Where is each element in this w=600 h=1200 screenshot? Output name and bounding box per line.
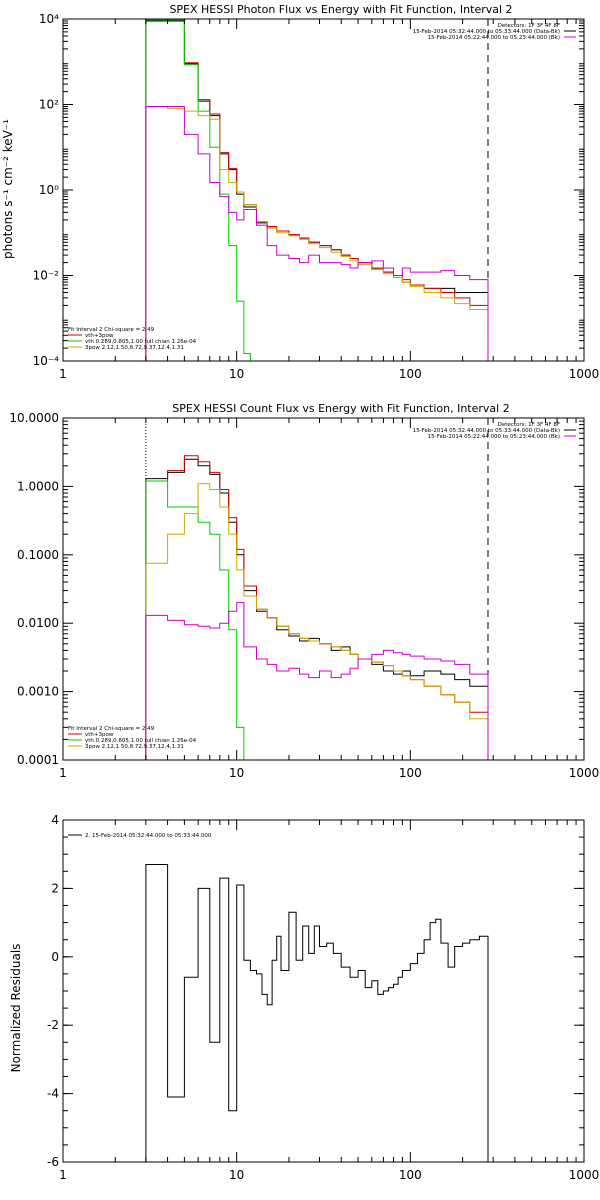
y-tick-label: -6 (47, 1155, 59, 1169)
x-tick-label: 10 (229, 766, 244, 780)
x-tick-label: 100 (399, 367, 422, 381)
series-yellow-0 (145, 106, 489, 361)
y-tick-label: 10⁻⁴ (33, 354, 60, 368)
y-tick-label: 0.0010 (17, 685, 59, 699)
x-tick-label: 1 (59, 1168, 67, 1182)
y-tick-label: 10⁴ (39, 12, 59, 26)
x-tick-label: 1000 (569, 766, 600, 780)
legend-left-entry: 3pow 2.12,1.50,8.72,9.37,12.4,1.31 (85, 345, 184, 351)
y-tick-label: -4 (47, 1087, 59, 1101)
legend-left-entry: 2. 15-Feb-2014 05:32:44.000 to 05:33:44.… (85, 833, 212, 839)
y-tick-label: -2 (47, 1018, 59, 1032)
residuals-panel: Normalized Residuals 1 10 100 1000 -6 -4 -2 0 2 4… (9, 813, 599, 1182)
plot-frame-0 (62, 18, 585, 362)
series-black-1 (145, 458, 489, 760)
legend-right-entry: Detectors: 1F 3F 4F 8F (498, 23, 560, 29)
x-tick-label: 1 (59, 367, 67, 381)
y-tick-label: 0.0001 (17, 753, 59, 767)
series-yellow-1 (145, 483, 489, 760)
series-black-0 (145, 20, 489, 361)
legend-left-entry: vth+3pow (85, 333, 114, 339)
legend-left-entry: 3pow 2.12,1.50,8.72,9.37,12.4,1.31 (85, 744, 184, 750)
series-red-0 (145, 19, 489, 361)
y-tick-label: 10.0000 (9, 411, 59, 425)
x-tick-label: 1000 (569, 1168, 600, 1182)
legend-right-entry: 15-Feb-2014 05:32:44.000 to 05:33:44.000… (413, 428, 560, 434)
y-tick-label: 2 (51, 881, 59, 895)
plot-frame-2 (62, 819, 585, 1163)
x-tick-label: 1000 (569, 367, 600, 381)
legend-right-entry: 15-Feb-2014 05:22:44.000 to 05:23:44.000… (428, 35, 560, 41)
residuals-y-axis-label: Normalized Residuals (9, 944, 23, 1073)
legend-left-entry: vth 0.289,0.805,1.00 full chian 1.26e-04 (85, 339, 197, 345)
legend-right-entry: Detectors: 1F 3F 4F 8F (498, 422, 560, 428)
y-tick-label: 10² (39, 98, 59, 112)
legend-right-entry: 15-Feb-2014 05:32:44.000 to 05:33:44.000… (413, 29, 560, 35)
x-tick-label: 1 (59, 766, 67, 780)
series-black-2 (145, 864, 489, 1162)
plot-area-1 (145, 418, 489, 760)
plot-frame-1 (62, 417, 585, 761)
x-tick-label: 100 (399, 1168, 422, 1182)
x-tick-label: 10 (229, 1168, 244, 1182)
y-tick-label: 0.1000 (17, 548, 59, 562)
y-tick-label: 0.0100 (17, 616, 59, 630)
photon-y-axis-label: photons s⁻¹ cm⁻² keV⁻¹ (1, 119, 15, 259)
y-tick-label: 10⁻² (33, 269, 60, 283)
series-magenta-1 (145, 602, 489, 760)
y-tick-label: 10⁰ (39, 183, 59, 197)
photon-flux-panel: SPEX HESSI Photon Flux vs Energy with Fi… (1, 3, 599, 381)
legend-right-entry: 15-Feb-2014 05:22:44.000 to 05:23:44.000… (428, 434, 560, 440)
series-green-1 (145, 480, 245, 760)
legend-left-entry: vth+3pow (85, 732, 114, 738)
legend-left-entry: Fit Interval 2 Chi-square = 2.49 (68, 726, 155, 732)
y-tick-label: 0 (51, 950, 59, 964)
series-magenta-0 (145, 106, 489, 361)
legend-left-entry: Fit Interval 2 Chi-square = 2.49 (68, 327, 155, 333)
y-tick-label: 1.0000 (17, 479, 59, 493)
y-tick-label: 4 (51, 813, 59, 827)
legend-left-entry: vth 0.289,0.805,1.00 full chian 1.26e-04 (85, 738, 197, 744)
x-tick-label: 10 (229, 367, 244, 381)
count-flux-panel: SPEX HESSI Count Flux vs Energy with Fit… (9, 402, 599, 780)
count-chart-title: SPEX HESSI Count Flux vs Energy with Fit… (172, 402, 509, 415)
series-green-0 (145, 19, 257, 361)
photon-chart-title: SPEX HESSI Photon Flux vs Energy with Fi… (169, 3, 512, 16)
x-tick-label: 100 (399, 766, 422, 780)
plot-area-0 (145, 19, 489, 361)
series-red-1 (145, 455, 489, 760)
plot-area-2 (145, 864, 489, 1162)
